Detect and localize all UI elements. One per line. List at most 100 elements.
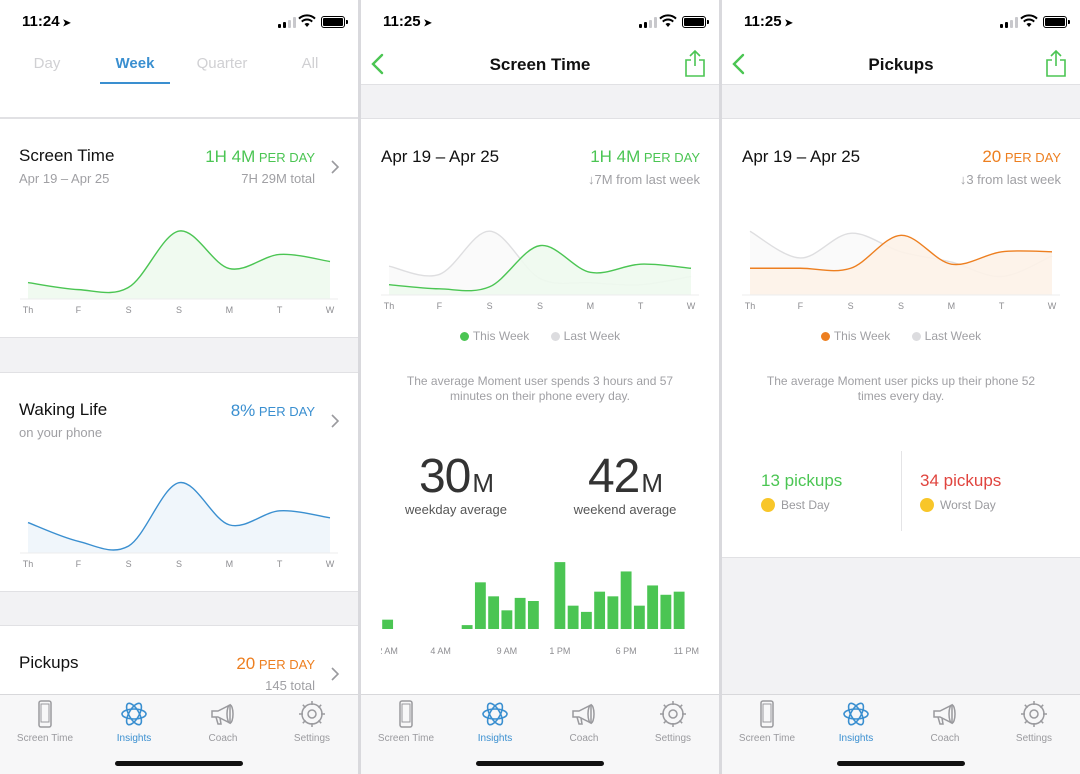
- average-user-note: The average Moment user spends 3 hours a…: [406, 374, 674, 403]
- card-subtitle: on your phone: [19, 425, 103, 440]
- x-tick-label: Th: [384, 301, 395, 311]
- page-title: Pickups: [868, 55, 934, 74]
- tabbar-screen-time[interactable]: Screen Time: [727, 699, 807, 744]
- location-arrow-icon: ➤: [423, 18, 432, 29]
- tabbar-screen-time[interactable]: Screen Time: [366, 699, 446, 744]
- daily-average: 1H 4M PER DAY: [590, 147, 700, 166]
- megaphone-icon: [572, 703, 595, 725]
- screen-time-chart: Th F S S M T W: [20, 230, 338, 315]
- card-title: Screen Time: [19, 146, 115, 165]
- stat-divider: [901, 451, 902, 531]
- gear-icon: [1021, 701, 1047, 727]
- location-arrow-icon: ➤: [62, 18, 71, 29]
- x-tick-label: W: [687, 301, 696, 311]
- x-tick-label: F: [76, 305, 82, 315]
- hour-bar: [580, 611, 592, 629]
- hour-bar: [554, 562, 566, 629]
- tabbar-coach[interactable]: Coach: [905, 699, 985, 744]
- tab-bar: Screen Time Insights Coach Settings: [722, 694, 1080, 774]
- x-tick-label: F: [437, 301, 443, 311]
- back-chevron-icon[interactable]: [367, 51, 391, 77]
- hour-bar: [514, 597, 526, 629]
- share-icon[interactable]: [1044, 48, 1068, 78]
- x-tick-label: S: [126, 559, 132, 569]
- battery-icon: [321, 16, 348, 28]
- tabbar-settings[interactable]: Settings: [633, 699, 713, 744]
- tabbar-insights[interactable]: Insights: [816, 699, 896, 744]
- nav-bar: Pickups: [722, 44, 1080, 85]
- card-total: 7H 29M total: [241, 171, 315, 186]
- tabbar-coach[interactable]: Coach: [183, 699, 263, 744]
- smile-emoji-icon: [761, 498, 775, 512]
- tabbar-insights[interactable]: Insights: [94, 699, 174, 744]
- tabbar-insights[interactable]: Insights: [455, 699, 535, 744]
- compare-chart: Th F S S M T W: [381, 230, 699, 311]
- wifi-icon: [298, 14, 316, 27]
- x-tick-label: 1 PM: [549, 646, 570, 656]
- chevron-right-icon: [331, 160, 340, 174]
- weekend-average: 42M weekend average: [573, 450, 677, 517]
- card-title: Waking Life: [19, 400, 108, 419]
- screen-time-detail-screen: 11:25 ➤ Screen Time Apr 19 – Apr 25 1H 4M…: [361, 0, 719, 774]
- series-line: [27, 230, 331, 294]
- hour-bar: [660, 594, 672, 629]
- legend-last-week: Last Week: [911, 329, 981, 343]
- tabbar-settings[interactable]: Settings: [994, 699, 1074, 744]
- status-bar: 11:25 ➤: [361, 0, 719, 44]
- pickups-detail-screen: 11:25 ➤ Pickups Apr 19 – Apr 25 20 PER DA…: [722, 0, 1080, 774]
- hourly-bar-chart: 2 AM 4 AM 9 AM 1 PM 6 PM 11 PM: [381, 562, 699, 656]
- tab-all[interactable]: All: [301, 55, 319, 72]
- waking-life-chart: Th F S S M T W: [20, 482, 338, 569]
- back-chevron-icon[interactable]: [728, 51, 752, 77]
- gear-icon: [299, 701, 325, 727]
- chevron-right-icon: [331, 414, 340, 428]
- wifi-icon: [1020, 14, 1038, 27]
- tab-bar: Screen Time Insights Coach Settings: [361, 694, 719, 774]
- battery-icon: [1043, 16, 1070, 28]
- x-tick-label: Th: [745, 301, 756, 311]
- series-area: [389, 231, 691, 295]
- series-area: [28, 230, 330, 299]
- insights-icon: [121, 702, 147, 726]
- screen-time-card[interactable]: Screen Time Apr 19 – Apr 25 1H 4M PER DA…: [0, 118, 358, 338]
- hour-bar: [461, 625, 473, 629]
- tab-quarter[interactable]: Quarter: [196, 55, 248, 72]
- tabbar-coach[interactable]: Coach: [544, 699, 624, 744]
- hour-bar: [382, 619, 394, 629]
- hour-bar: [607, 596, 619, 629]
- waking-life-card[interactable]: Waking Life on your phone 8% PER DAY Th F…: [0, 372, 358, 592]
- worst-day-stat: 34 pickups Worst Day: [920, 471, 1002, 512]
- tabbar-settings[interactable]: Settings: [272, 699, 352, 744]
- series-main: [27, 230, 331, 299]
- tab-bar: Screen Time Insights Coach Settings: [0, 694, 358, 774]
- tab-week[interactable]: Week: [115, 55, 155, 72]
- tabbar-screen-time[interactable]: Screen Time: [5, 699, 85, 744]
- x-tick-label: W: [326, 559, 335, 569]
- hour-bar: [633, 605, 645, 629]
- share-icon[interactable]: [683, 48, 707, 78]
- hour-bar: [567, 605, 579, 629]
- series-line: [27, 482, 331, 551]
- card-title: Pickups: [19, 653, 79, 672]
- series-area: [389, 245, 691, 295]
- insights-icon: [843, 702, 869, 726]
- date-range: Apr 19 – Apr 25: [742, 147, 861, 166]
- home-indicator: [115, 761, 243, 766]
- x-tick-label: Th: [23, 559, 34, 569]
- x-tick-label: 4 AM: [430, 646, 451, 656]
- home-indicator: [476, 761, 604, 766]
- daily-average: 20 PER DAY: [982, 147, 1061, 166]
- chart-legend: This Week Last Week: [722, 329, 1080, 343]
- series-area: [28, 482, 330, 553]
- series-main: [27, 482, 331, 553]
- active-tab-indicator: [100, 82, 170, 84]
- wifi-icon: [659, 14, 677, 27]
- chevron-right-icon: [331, 667, 340, 681]
- x-tick-label: M: [587, 301, 595, 311]
- tab-day[interactable]: Day: [33, 55, 61, 72]
- card-value: 1H 4M PER DAY: [205, 147, 315, 166]
- series-this-week: [388, 244, 692, 295]
- megaphone-icon: [211, 703, 234, 725]
- x-tick-label: T: [999, 301, 1005, 311]
- week-delta: ↓7M from last week: [588, 172, 700, 187]
